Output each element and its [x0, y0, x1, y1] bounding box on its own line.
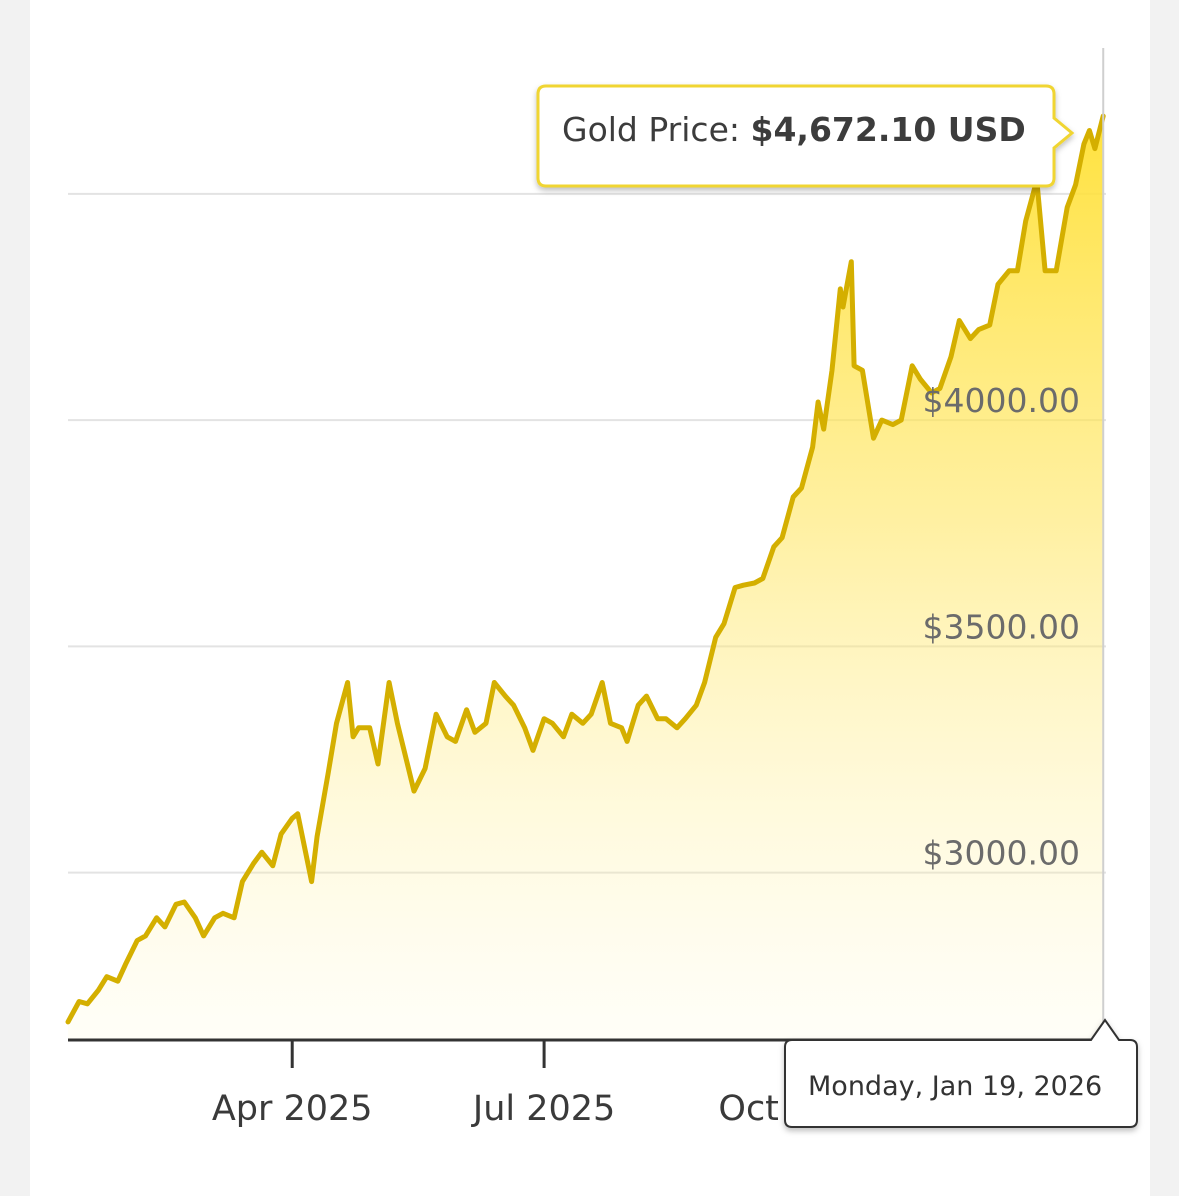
- x-tick-label: Jul 2025: [471, 1089, 615, 1129]
- y-tick-label: $3000.00: [923, 834, 1080, 873]
- price-tooltip: Gold Price: $4,672.10 USD: [536, 84, 1075, 188]
- y-axis-labels: $3000.00 $3500.00 $4000.00: [923, 381, 1080, 872]
- tooltip-value: $4,672.10 USD: [750, 110, 1025, 149]
- date-label-box: [784, 1018, 1138, 1128]
- crosshair-date-label: Monday, Jan 19, 2026: [784, 1018, 1138, 1128]
- chart-card: $3000.00 $3500.00 $4000.00 Apr 2025 Jul 202…: [30, 0, 1150, 1196]
- price-line[interactable]: [65, 113, 1106, 1025]
- date-label-text: Monday, Jan 19, 2026: [808, 1071, 1102, 1102]
- tooltip-box: [536, 84, 1075, 188]
- tooltip-label: Gold Price:: [562, 110, 750, 149]
- tooltip-text: Gold Price: $4,672.10 USD: [562, 110, 1026, 149]
- x-tick-label: Apr 2025: [212, 1089, 373, 1129]
- price-area-fill: [68, 116, 1104, 1040]
- y-tick-label: $4000.00: [923, 381, 1080, 420]
- y-tick-label: $3500.00: [923, 607, 1080, 646]
- gold-price-chart[interactable]: $3000.00 $3500.00 $4000.00 Apr 2025 Jul 202…: [30, 0, 1150, 1196]
